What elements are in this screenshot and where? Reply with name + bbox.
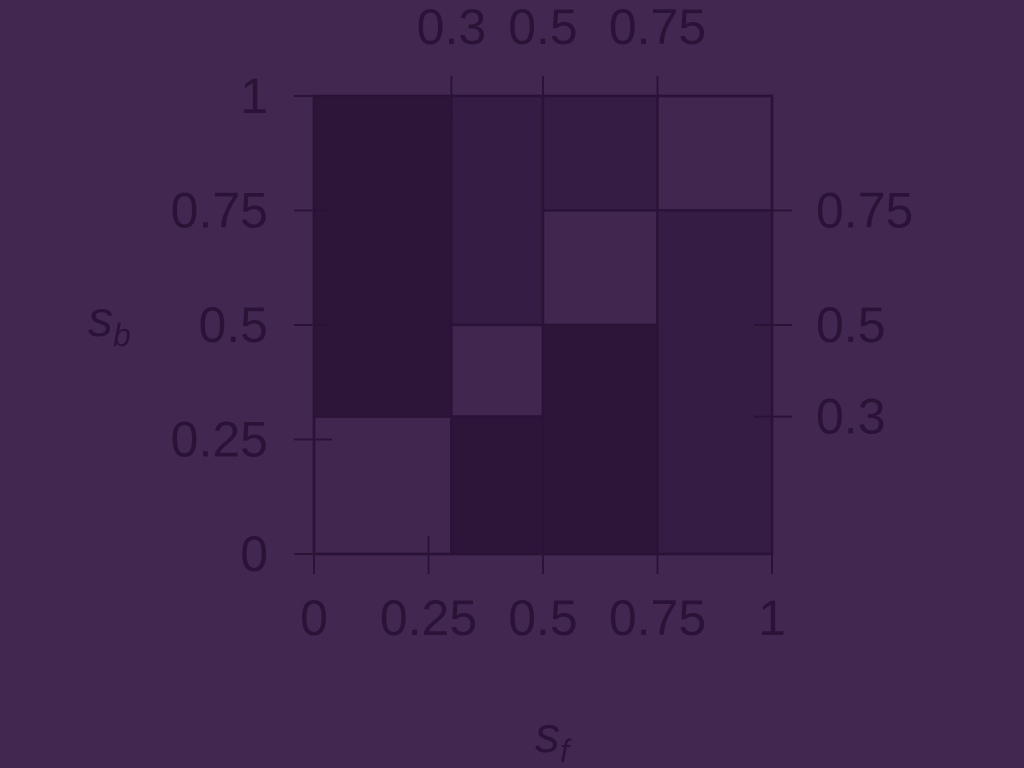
region-6: [541, 209, 659, 327]
y-axis-label: sb: [88, 291, 131, 353]
y-axis-label-main: s: [88, 291, 113, 347]
left-tick-label-2: 0.5: [198, 297, 268, 353]
x-axis-label-main: s: [535, 707, 560, 763]
region-2: [450, 94, 545, 327]
x-axis-label-sub: f: [560, 733, 572, 768]
region-1: [312, 415, 453, 556]
labels-layer: sf sb: [88, 291, 572, 768]
region-3: [450, 323, 545, 418]
bottom-tick-label-4: 1: [758, 590, 786, 646]
y-axis-label-sub: b: [113, 317, 131, 353]
right-tick-label-2: 0.75: [816, 183, 913, 239]
bottom-tick-label-1: 0.25: [380, 590, 477, 646]
bottom-tick-label-2: 0.5: [508, 590, 578, 646]
region-9: [656, 209, 774, 556]
region-8: [656, 94, 774, 212]
bottom-tick-label-0: 0: [300, 590, 328, 646]
region-4: [450, 415, 545, 556]
left-tick-label-1: 0.25: [171, 412, 268, 468]
region-0: [312, 94, 453, 418]
bottom-tick-label-3: 0.75: [609, 590, 706, 646]
top-tick-label-0: 0.3: [417, 0, 487, 55]
top-tick-label-1: 0.5: [508, 0, 578, 55]
right-tick-label-1: 0.5: [816, 297, 886, 353]
ticks-layer: 0 0.25 0.5 0.75 1 0 0.25 0.5 0.75 1 0.3 0.5 0.75 0.3 0…: [171, 0, 914, 646]
x-axis-label: sf: [535, 707, 572, 768]
left-tick-label-0: 0: [240, 526, 268, 582]
region-5: [541, 94, 659, 212]
top-tick-label-2: 0.75: [609, 0, 706, 55]
left-tick-label-3: 0.75: [171, 183, 268, 239]
left-tick-label-4: 1: [240, 68, 268, 124]
regions-layer: [312, 94, 774, 556]
right-tick-label-0: 0.3: [816, 389, 886, 445]
region-7: [541, 323, 659, 556]
